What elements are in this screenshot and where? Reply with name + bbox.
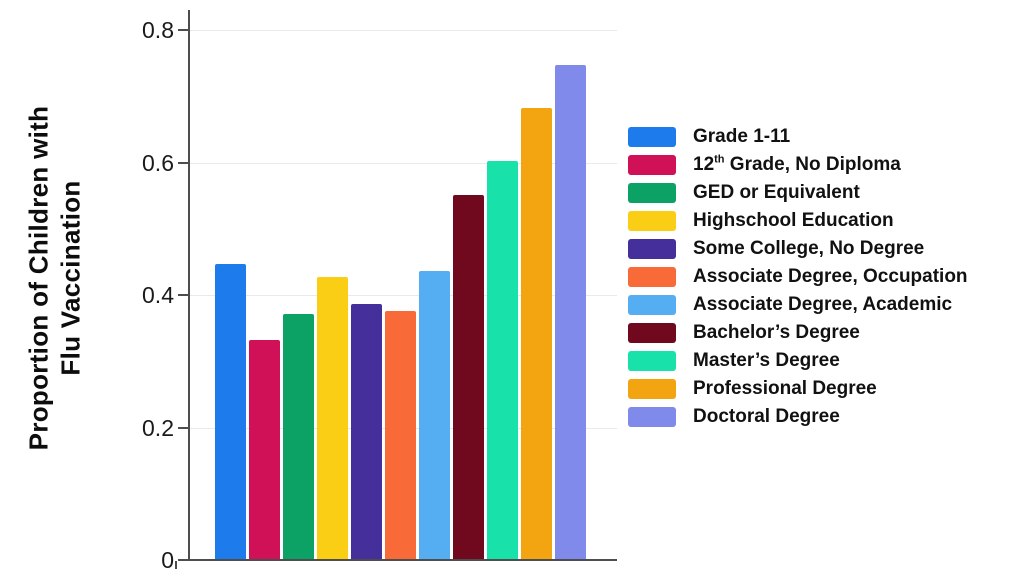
legend-label-associate-degree-academic: Associate Degree, Academic: [693, 294, 953, 315]
bar-12th-grade-no-diploma: [249, 340, 280, 559]
legend-swatch-bachelor-s-degree: [628, 323, 676, 343]
legend-item-associate-degree-occupation: Associate Degree, Occupation: [628, 267, 968, 287]
bar-some-college-no-degree: [351, 304, 382, 559]
y-tick-label-0.4: 0.4: [142, 282, 174, 308]
legend-swatch-master-s-degree: [628, 351, 676, 371]
bar-highschool-education: [317, 277, 348, 559]
y-tick-mark-0.2: [178, 427, 190, 429]
gridline-0.4: [190, 295, 617, 296]
legend-item-highschool-education: Highschool Education: [628, 211, 968, 231]
legend-swatch-associate-degree-occupation: [628, 267, 676, 287]
bar-professional-degree: [521, 108, 552, 559]
bar-doctoral-degree: [555, 65, 586, 559]
legend-item-bachelor-s-degree: Bachelor’s Degree: [628, 323, 968, 343]
legend-item-ged-or-equivalent: GED or Equivalent: [628, 183, 968, 203]
y-tick-mark-0.6: [178, 162, 190, 164]
legend-item-master-s-degree: Master’s Degree: [628, 351, 968, 371]
y-tick-label-0.2: 0.2: [142, 415, 174, 441]
superscript-th: th: [714, 153, 725, 166]
bar-ged-or-equivalent: [283, 314, 314, 559]
bar-grade-1-11: [215, 264, 246, 559]
legend-item-doctoral-degree: Doctoral Degree: [628, 407, 968, 427]
legend-label-master-s-degree: Master’s Degree: [693, 350, 840, 371]
bar-bachelor-s-degree: [453, 195, 484, 559]
legend-label-12th-grade-no-diploma: 12th Grade, No Diploma: [693, 153, 901, 175]
y-tick-mark-0.8: [178, 29, 190, 31]
legend-item-associate-degree-academic: Associate Degree, Academic: [628, 295, 968, 315]
legend-swatch-some-college-no-degree: [628, 239, 676, 259]
y-tick-label-0.6: 0.6: [142, 150, 174, 176]
legend-swatch-highschool-education: [628, 211, 676, 231]
legend-swatch-doctoral-degree: [628, 407, 676, 427]
legend-label-associate-degree-occupation: Associate Degree, Occupation: [693, 266, 968, 287]
y-axis-title-line-2: Flu Vaccination: [55, 180, 85, 376]
legend-swatch-professional-degree: [628, 379, 676, 399]
x-axis-line: [188, 559, 617, 561]
y-axis-title-line-1: Proportion of Children with: [23, 105, 54, 451]
bar-associate-degree-occupation: [385, 311, 416, 559]
y-tick-mark-0: [178, 559, 190, 561]
bar-master-s-degree: [487, 161, 518, 559]
legend-item-12th-grade-no-diploma: 12th Grade, No Diploma: [628, 153, 968, 175]
legend-label-bachelor-s-degree: Bachelor’s Degree: [693, 322, 860, 343]
legend: Grade 1-11 12th Grade, No Diploma GED or E…: [628, 127, 968, 435]
legend-item-professional-degree: Professional Degree: [628, 379, 968, 399]
y-tick-label-0.8: 0.8: [142, 17, 174, 43]
gridline-0.8: [190, 30, 617, 31]
legend-label-grade-1-11: Grade 1-11: [693, 126, 791, 147]
origin-tick: [175, 561, 177, 569]
gridline-0.6: [190, 163, 617, 164]
y-tick-mark-0.4: [178, 294, 190, 296]
legend-label-ged-or-equivalent: GED or Equivalent: [693, 182, 860, 203]
y-tick-label-0: 0: [161, 547, 174, 571]
legend-label-doctoral-degree: Doctoral Degree: [693, 406, 840, 427]
bar-associate-degree-academic: [419, 271, 450, 559]
y-axis-line: [188, 10, 190, 561]
legend-item-some-college-no-degree: Some College, No Degree: [628, 239, 968, 259]
legend-swatch-grade-1-11: [628, 127, 676, 147]
legend-label-some-college-no-degree: Some College, No Degree: [693, 238, 925, 259]
legend-swatch-ged-or-equivalent: [628, 183, 676, 203]
legend-label-professional-degree: Professional Degree: [693, 378, 877, 399]
legend-item-grade-1-11: Grade 1-11: [628, 127, 968, 147]
y-axis-title: Proportion of Children with Flu Vaccinat…: [23, 106, 86, 451]
legend-label-highschool-education: Highschool Education: [693, 210, 894, 231]
legend-swatch-12th-grade-no-diploma: [628, 155, 676, 175]
legend-swatch-associate-degree-academic: [628, 295, 676, 315]
